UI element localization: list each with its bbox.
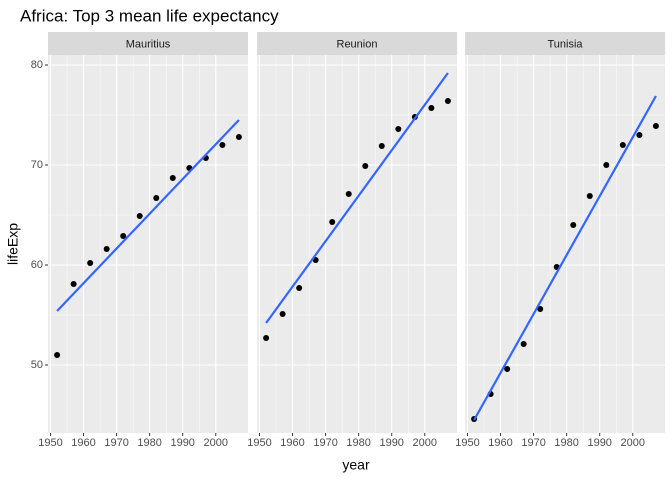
point	[153, 195, 160, 201]
point	[54, 352, 61, 358]
point	[87, 260, 94, 266]
x-tick-label: 1970	[313, 437, 337, 449]
facet-title: Mauritius	[126, 38, 171, 50]
x-tick-label: 1960	[71, 437, 95, 449]
point	[219, 142, 226, 148]
panel	[48, 55, 248, 433]
point	[395, 126, 402, 132]
x-tick-label: 1950	[455, 437, 479, 449]
point	[103, 246, 110, 252]
strip	[48, 32, 248, 55]
facet-title: Tunisia	[547, 38, 583, 50]
x-tick-label: 1990	[587, 437, 611, 449]
trend-line	[265, 72, 449, 324]
x-tick-label: 1950	[247, 437, 271, 449]
panel	[465, 55, 665, 433]
chart-title: Africa: Top 3 mean life expectancy	[20, 6, 279, 25]
point	[428, 105, 435, 111]
point	[603, 162, 610, 168]
point	[537, 306, 544, 312]
x-tick-label: 2000	[621, 437, 645, 449]
x-axis-label: year	[342, 457, 370, 473]
point	[619, 142, 626, 148]
y-tick-label: 60	[31, 259, 43, 271]
point	[169, 175, 176, 181]
x-tick-label: 1950	[38, 437, 62, 449]
point	[362, 163, 369, 169]
point	[136, 213, 143, 219]
x-tick-label: 2000	[204, 437, 228, 449]
trend-line	[473, 95, 657, 421]
point	[70, 281, 77, 287]
point	[296, 285, 303, 291]
point	[504, 366, 511, 372]
point	[570, 222, 577, 228]
x-tick-label: 1980	[554, 437, 578, 449]
point	[263, 335, 270, 341]
y-tick-label: 70	[31, 159, 43, 171]
x-tick-label: 1970	[521, 437, 545, 449]
point	[235, 134, 242, 140]
point	[444, 98, 451, 104]
point	[520, 341, 527, 347]
strip	[257, 32, 457, 55]
point	[345, 191, 352, 197]
facet-title: Reunion	[337, 38, 378, 50]
point	[652, 123, 659, 129]
x-tick-label: 1960	[488, 437, 512, 449]
x-tick-label: 1990	[170, 437, 194, 449]
y-axis-label: lifeExp	[5, 223, 21, 265]
y-tick-label: 80	[31, 59, 43, 71]
point	[279, 311, 286, 317]
x-tick-label: 1980	[346, 437, 370, 449]
strip	[465, 32, 665, 55]
point	[586, 193, 593, 199]
x-tick-label: 1980	[137, 437, 161, 449]
point	[636, 132, 643, 138]
point	[329, 219, 336, 225]
y-tick-label: 50	[31, 359, 43, 371]
x-tick-label: 2000	[413, 437, 437, 449]
x-tick-label: 1970	[104, 437, 128, 449]
x-tick-label: 1960	[280, 437, 304, 449]
trend-line	[56, 119, 240, 312]
x-tick-label: 1990	[379, 437, 403, 449]
panel	[257, 55, 457, 433]
point	[120, 233, 127, 239]
point	[378, 143, 385, 149]
